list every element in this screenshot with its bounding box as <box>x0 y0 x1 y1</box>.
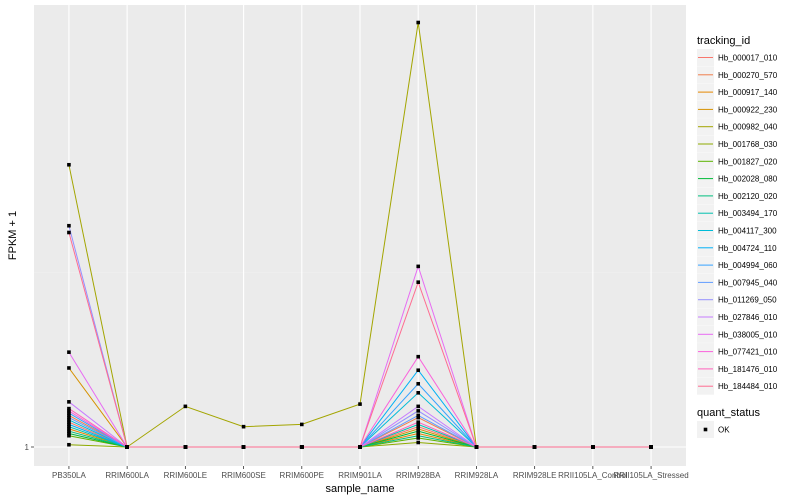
x-tick-label: RRIM901LA <box>338 471 382 480</box>
x-tick-label: RRIM928LA <box>455 471 499 480</box>
legend-label: Hb_001827_020 <box>718 157 778 166</box>
data-point <box>67 230 71 235</box>
data-point <box>67 424 71 429</box>
x-tick-label: RRIM600LA <box>105 471 149 480</box>
data-point <box>416 427 421 431</box>
legend-label: Hb_004724_110 <box>718 244 777 253</box>
legend-label: Hb_000017_010 <box>718 54 778 63</box>
data-point <box>67 350 71 354</box>
data-point <box>416 20 421 25</box>
data-point <box>358 445 362 449</box>
x-tick-label: RRIM928BA <box>396 471 441 480</box>
legend-label: Hb_002028_080 <box>718 175 778 184</box>
x-tick-label: RRII105LA_Control <box>558 471 628 480</box>
legend-label: Hb_027846_010 <box>718 313 778 322</box>
y-tick-label: 1 <box>25 443 30 452</box>
data-point <box>299 445 304 449</box>
data-point <box>416 431 421 436</box>
data-point <box>358 402 362 406</box>
data-point <box>67 223 71 228</box>
data-point <box>67 162 71 167</box>
data-point <box>67 442 71 447</box>
x-axis-title: sample_name <box>325 483 394 495</box>
data-point <box>416 354 421 359</box>
data-point <box>416 381 421 386</box>
data-point <box>67 427 71 431</box>
x-tick-label: RRIM600LE <box>164 471 208 480</box>
data-point <box>183 445 188 449</box>
data-point <box>241 445 246 449</box>
x-tick-label: RRII105LA_Stressed <box>613 471 688 480</box>
legend-label: Hb_011269_050 <box>718 296 777 305</box>
quant-status-legend-title: quant_status <box>697 407 760 419</box>
data-point <box>416 415 421 420</box>
quant-status-legend-label: OK <box>718 426 730 435</box>
data-point <box>241 424 246 429</box>
data-point <box>67 406 71 411</box>
x-tick-label: RRIM600PE <box>280 471 324 480</box>
data-point <box>416 433 421 438</box>
data-point <box>416 264 421 269</box>
legend-label: Hb_004994_060 <box>718 261 778 270</box>
data-point <box>67 413 71 418</box>
data-point <box>416 413 421 418</box>
x-tick-label: RRIM600SE <box>221 471 265 480</box>
data-point <box>416 280 421 284</box>
data-point <box>67 418 71 422</box>
data-point <box>183 404 188 409</box>
data-point <box>649 445 653 449</box>
legend-label: Hb_001768_030 <box>718 140 778 149</box>
data-point <box>299 422 304 427</box>
data-point <box>67 366 71 370</box>
legend-title: tracking_id <box>697 35 750 47</box>
data-point <box>416 424 421 429</box>
data-point <box>474 445 479 449</box>
legend-label: Hb_007945_040 <box>718 278 778 287</box>
data-point <box>416 368 421 373</box>
legend-label: Hb_000917_140 <box>718 88 778 97</box>
legend-label: Hb_002120_020 <box>718 192 778 201</box>
legend-label: Hb_000982_040 <box>718 123 778 132</box>
legend-label: Hb_000270_570 <box>718 71 778 80</box>
data-point <box>67 409 71 413</box>
x-tick-label: PB350LA <box>52 471 86 480</box>
data-point <box>416 440 421 445</box>
data-point <box>416 409 421 413</box>
data-point <box>67 429 71 433</box>
data-point <box>67 415 71 420</box>
data-point <box>416 391 421 395</box>
data-point <box>67 420 71 424</box>
legend-label: Hb_004117_300 <box>718 227 777 236</box>
data-point <box>67 400 71 404</box>
data-point <box>416 429 421 433</box>
legend-label: Hb_184484_010 <box>718 382 778 391</box>
data-point <box>416 420 421 424</box>
x-tick-label: RRIM928LE <box>513 471 557 480</box>
y-axis-title: FPKM + 1 <box>7 211 19 260</box>
legend-label: Hb_077421_010 <box>718 348 778 357</box>
data-point <box>125 445 129 449</box>
data-point <box>416 436 421 440</box>
data-point <box>591 445 595 449</box>
data-point <box>416 422 421 427</box>
data-point <box>67 433 71 438</box>
data-point <box>416 404 421 409</box>
legend-label: Hb_038005_010 <box>718 330 778 339</box>
legend-label: Hb_003494_170 <box>718 209 778 218</box>
data-point <box>67 422 71 427</box>
data-point <box>67 411 71 415</box>
data-point <box>532 445 537 449</box>
legend-label: Hb_000922_230 <box>718 105 778 114</box>
data-point <box>67 431 71 436</box>
quant-status-legend-point <box>703 427 708 432</box>
legend-label: Hb_181476_010 <box>718 365 778 374</box>
